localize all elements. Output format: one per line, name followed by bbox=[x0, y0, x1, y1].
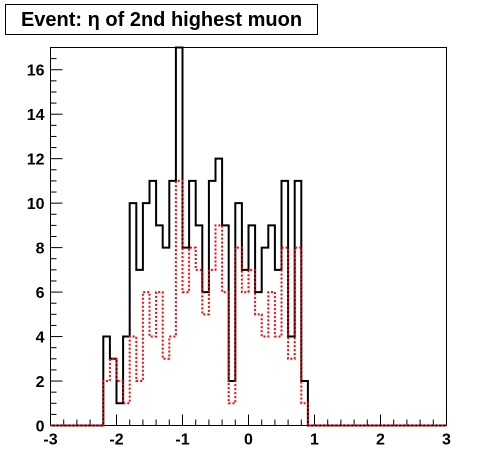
y-axis: 0 2 4 6 8 10 12 14 16 bbox=[27, 47, 63, 436]
chart-title: Event: η of 2nd highest muon bbox=[21, 9, 302, 31]
series-layer bbox=[50, 46, 447, 427]
x-tick-label: -1 bbox=[175, 432, 189, 449]
y-tick-label: 0 bbox=[36, 419, 45, 436]
x-tick-label: 2 bbox=[376, 432, 385, 449]
y-tick-label: 6 bbox=[36, 285, 45, 302]
y-tick-label: 12 bbox=[27, 152, 45, 169]
x-tick-label: -2 bbox=[109, 432, 123, 449]
y-tick-label: 8 bbox=[36, 241, 45, 258]
x-tick-label: 3 bbox=[442, 432, 451, 449]
series-solid-line bbox=[50, 46, 447, 427]
title-group: Event: η of 2nd highest muon bbox=[5, 4, 318, 35]
x-axis: -3 -2 -1 0 1 2 3 bbox=[43, 414, 451, 449]
y-tick-label: 14 bbox=[27, 107, 45, 124]
y-tick-label: 16 bbox=[27, 63, 45, 80]
y-tick-label: 2 bbox=[36, 374, 45, 391]
y-tick-label: 4 bbox=[36, 330, 45, 347]
series-dotted-line bbox=[50, 179, 447, 427]
y-tick-label: 10 bbox=[27, 196, 45, 213]
title-box bbox=[5, 4, 318, 35]
x-tick-label: -3 bbox=[43, 432, 57, 449]
x-tick-label: 0 bbox=[244, 432, 253, 449]
x-tick-label: 1 bbox=[310, 432, 319, 449]
